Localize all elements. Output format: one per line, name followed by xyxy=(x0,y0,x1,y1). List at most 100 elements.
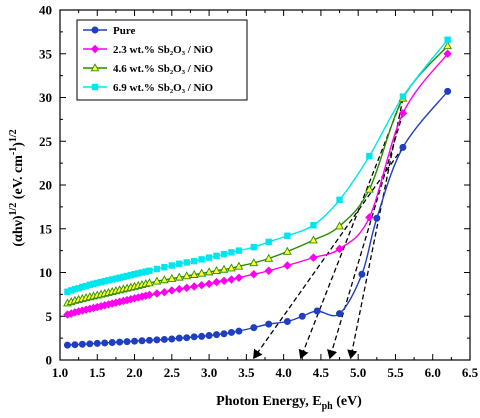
y-tick-label: 5 xyxy=(46,309,53,324)
data-point xyxy=(160,287,169,297)
y-tick-label: 0 xyxy=(46,353,53,368)
data-point xyxy=(197,280,206,290)
data-point xyxy=(227,275,236,284)
data-point xyxy=(74,307,83,316)
data-point xyxy=(443,49,452,58)
data-point xyxy=(175,334,183,342)
data-point xyxy=(190,257,198,265)
legend-label: 6.9 wt.% Sb₂O₃ / NiO xyxy=(113,82,214,94)
data-point xyxy=(70,308,80,317)
y-tick-label: 10 xyxy=(39,265,52,280)
data-point xyxy=(227,328,235,336)
data-point xyxy=(283,317,291,325)
data-point xyxy=(116,338,124,346)
data-point xyxy=(234,273,244,282)
y-tick-label: 15 xyxy=(39,221,53,236)
data-point xyxy=(75,285,82,292)
x-tick-label: 5.0 xyxy=(350,365,366,380)
y-tick-label: 30 xyxy=(39,90,52,105)
data-point xyxy=(183,334,191,342)
data-point xyxy=(213,331,221,339)
data-point xyxy=(142,268,149,275)
data-point xyxy=(373,214,381,222)
data-point xyxy=(108,276,116,283)
data-point xyxy=(94,279,101,287)
data-point xyxy=(283,246,292,255)
data-point xyxy=(115,297,124,307)
data-point xyxy=(213,252,220,260)
y-tick-label: 20 xyxy=(39,178,52,193)
data-point xyxy=(219,276,229,286)
data-point xyxy=(228,249,235,256)
data-point xyxy=(145,336,153,344)
x-tick-label: 5.5 xyxy=(387,365,404,380)
data-point xyxy=(265,238,272,246)
data-point xyxy=(398,109,408,118)
data-point xyxy=(127,271,135,279)
data-point xyxy=(63,341,71,349)
tangent-line xyxy=(327,113,404,360)
data-point xyxy=(182,271,192,280)
data-point xyxy=(78,340,86,348)
data-point xyxy=(358,270,366,278)
data-point xyxy=(131,337,139,345)
data-point xyxy=(264,266,273,275)
data-point xyxy=(444,36,451,43)
data-point xyxy=(101,278,108,285)
data-point xyxy=(167,286,177,295)
data-point xyxy=(79,283,86,291)
data-point xyxy=(284,232,291,239)
data-point xyxy=(234,261,244,270)
x-tick-label: 2.5 xyxy=(164,365,181,380)
data-point xyxy=(205,331,213,339)
data-point xyxy=(235,327,243,335)
data-point xyxy=(152,289,162,298)
y-tick-label: 35 xyxy=(39,46,53,61)
data-point xyxy=(183,259,190,266)
data-point xyxy=(220,250,228,258)
x-tick-label: 3.0 xyxy=(201,365,217,380)
data-point xyxy=(153,336,161,344)
data-point xyxy=(197,268,206,277)
y-axis-title: (αhν)1/2 (eV. cm-1)1/2 xyxy=(8,129,26,246)
data-point xyxy=(212,277,221,287)
data-point xyxy=(444,87,452,95)
tangent-line xyxy=(347,98,404,360)
data-point xyxy=(90,63,100,72)
tangent-line xyxy=(253,146,404,360)
x-tick-label: 1.0 xyxy=(52,365,68,380)
data-point xyxy=(189,269,199,278)
data-point xyxy=(120,273,127,281)
data-point xyxy=(153,265,161,273)
data-point xyxy=(71,341,79,349)
data-point xyxy=(167,273,177,282)
legend-label: 4.6 wt.% Sb₂O₃ / NiO xyxy=(113,63,214,75)
data-point xyxy=(313,307,321,315)
data-point xyxy=(366,152,373,160)
data-point xyxy=(204,279,214,289)
data-point xyxy=(198,332,206,340)
data-point xyxy=(283,261,292,270)
data-point xyxy=(160,335,168,343)
x-axis-title: Photon Energy, Eph (eV) xyxy=(216,394,362,412)
data-point xyxy=(86,340,94,348)
data-point xyxy=(335,244,344,254)
data-point xyxy=(265,320,273,328)
data-point xyxy=(335,221,344,230)
data-point xyxy=(112,275,120,282)
data-point xyxy=(63,310,72,319)
data-point xyxy=(250,324,258,332)
x-tick-label: 4.0 xyxy=(276,365,292,380)
data-point xyxy=(105,277,112,284)
data-point xyxy=(97,278,105,286)
data-point xyxy=(86,281,94,288)
data-point xyxy=(298,312,306,320)
data-point xyxy=(90,44,100,54)
data-point xyxy=(91,83,99,91)
data-point xyxy=(152,276,162,285)
data-point xyxy=(310,222,317,229)
data-point xyxy=(175,284,184,294)
data-point xyxy=(108,338,116,346)
data-point xyxy=(309,253,318,262)
